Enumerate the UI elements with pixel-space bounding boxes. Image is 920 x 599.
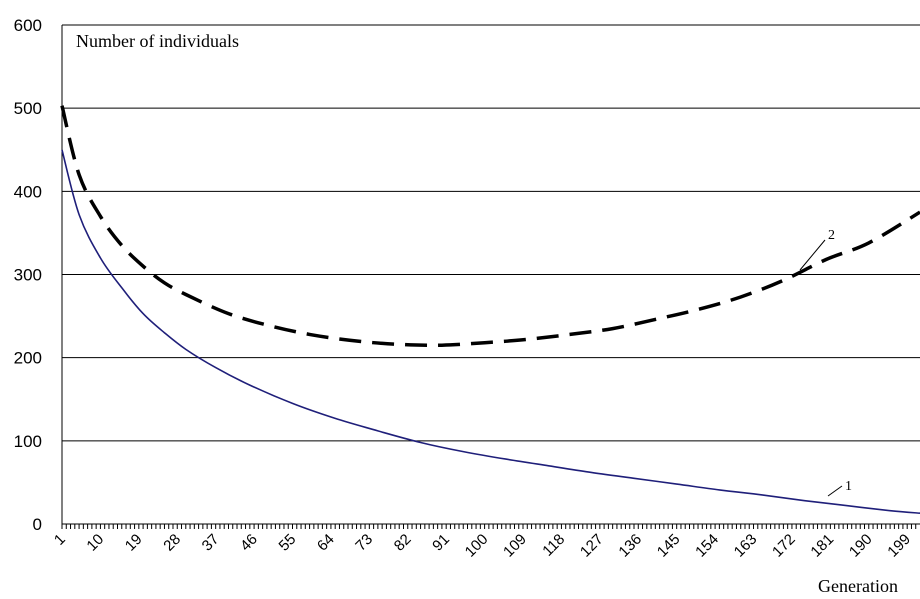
series-2-leader [799, 239, 826, 271]
x-axis-label: Generation [818, 576, 898, 596]
x-tick-label: 1 [51, 531, 69, 549]
x-tick-label: 136 [615, 531, 645, 561]
y-tick-label: 300 [14, 266, 42, 285]
x-tick-label: 145 [654, 531, 684, 561]
y-tick-label: 200 [14, 349, 42, 368]
x-tick-label: 127 [577, 531, 607, 561]
y-tick-label: 500 [14, 99, 42, 118]
y-axis-label: Number of individuals [76, 31, 239, 51]
series-2-line [60, 105, 920, 348]
x-tick-label: 172 [769, 531, 799, 561]
x-tick-label: 82 [391, 531, 415, 555]
x-tick-label: 100 [462, 531, 492, 561]
x-tick-label: 10 [83, 531, 107, 555]
x-tick-label: 73 [352, 531, 376, 555]
x-tick-label: 118 [539, 531, 568, 560]
x-tick-label: 28 [160, 531, 184, 555]
gridlines [62, 24, 920, 442]
x-tick-label: 163 [731, 531, 761, 561]
x-tick-label: 19 [122, 531, 146, 555]
y-tick-label: 100 [14, 432, 42, 451]
y-tick-label: 400 [14, 182, 42, 201]
x-tick-label: 46 [237, 531, 261, 555]
y-tick-label: 0 [33, 515, 42, 534]
y-tick-label: 600 [14, 16, 42, 35]
x-tick-label: 154 [692, 531, 722, 561]
series-1-line [61, 149, 920, 514]
x-tick-label: 55 [276, 531, 300, 555]
x-tick-label: 199 [884, 531, 914, 561]
x-tick-label: 190 [846, 531, 876, 561]
x-axis: 1 10 19 28 37 46 55 64 73 82 91 100 109 118 127 136 145 1… [51, 523, 920, 561]
y-axis: 0 100 200 300 400 500 600 [14, 16, 63, 534]
series-2-label: 2 [828, 228, 835, 243]
series-labels: 12 [799, 228, 852, 497]
x-tick-label: 181 [807, 531, 837, 561]
x-tick-label: 37 [199, 531, 223, 555]
x-tick-label: 64 [314, 531, 338, 555]
x-tick-label: 109 [500, 531, 530, 561]
series-1-leader [827, 485, 843, 497]
series-1-label: 1 [845, 479, 852, 494]
x-tick-label: 91 [429, 531, 453, 555]
series-lines [60, 105, 920, 514]
